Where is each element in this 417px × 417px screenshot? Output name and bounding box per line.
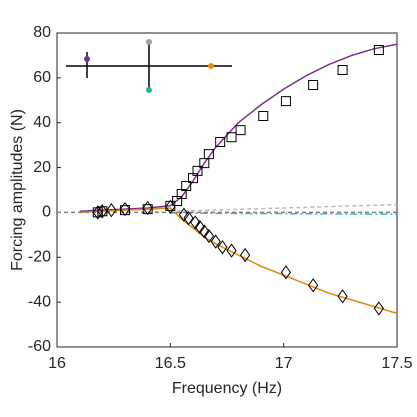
square-marker — [373, 45, 384, 56]
square-marker — [280, 96, 291, 107]
diamond-marker — [194, 219, 205, 235]
y-tick-label: 20 — [33, 159, 51, 176]
y-tick-label: 0 — [42, 204, 51, 221]
y-tick-label: -40 — [28, 293, 51, 310]
diamond-marker — [183, 210, 194, 226]
square-marker — [176, 189, 187, 200]
inset-glyph — [66, 39, 232, 93]
square-marker — [203, 149, 214, 160]
diamond-marker — [217, 240, 228, 255]
diamond-marker — [337, 289, 348, 304]
y-axis-label: Forcing amplitudes (N) — [9, 109, 26, 271]
diamond-marker — [92, 205, 103, 220]
diamond-marker — [106, 203, 117, 218]
square-marker — [188, 173, 198, 184]
diamond-marker — [308, 278, 319, 293]
x-tick-label: 16.5 — [155, 355, 186, 372]
x-axis-label: Frequency (Hz) — [172, 380, 282, 397]
diamond-marker — [203, 228, 214, 244]
square-marker — [235, 125, 246, 136]
diamond-marker — [97, 204, 108, 219]
series-line — [79, 43, 398, 213]
square-marker — [215, 137, 226, 148]
y-tick-label: -20 — [28, 249, 51, 266]
y-tick-label: 60 — [33, 69, 51, 86]
diamond-marker — [142, 200, 153, 216]
diamond-marker — [165, 199, 176, 214]
y-tick-label: -60 — [28, 338, 51, 355]
series-line — [170, 203, 398, 213]
square-marker — [337, 65, 348, 76]
diamond-marker — [119, 201, 131, 217]
y-tick-label: 40 — [33, 114, 51, 131]
x-tick-label: 16 — [48, 355, 66, 372]
square-marker — [258, 110, 269, 121]
x-tick-label: 17.5 — [381, 355, 412, 372]
diamond-marker — [280, 265, 292, 280]
square-marker — [181, 180, 192, 191]
diamond-marker — [190, 215, 201, 230]
diamond-marker — [373, 301, 384, 316]
x-tick-label: 17 — [275, 355, 293, 372]
diamond-marker — [199, 224, 210, 239]
diamond-marker — [210, 234, 221, 249]
diamond-marker — [240, 247, 251, 263]
square-marker — [192, 165, 203, 176]
plot-box — [56, 32, 398, 348]
square-marker — [226, 132, 237, 143]
y-tick-label: 80 — [33, 24, 51, 41]
square-marker — [172, 195, 183, 206]
series-line — [79, 207, 398, 315]
diamond-marker — [178, 207, 190, 222]
diamond-marker — [226, 243, 237, 258]
square-marker — [308, 80, 319, 91]
